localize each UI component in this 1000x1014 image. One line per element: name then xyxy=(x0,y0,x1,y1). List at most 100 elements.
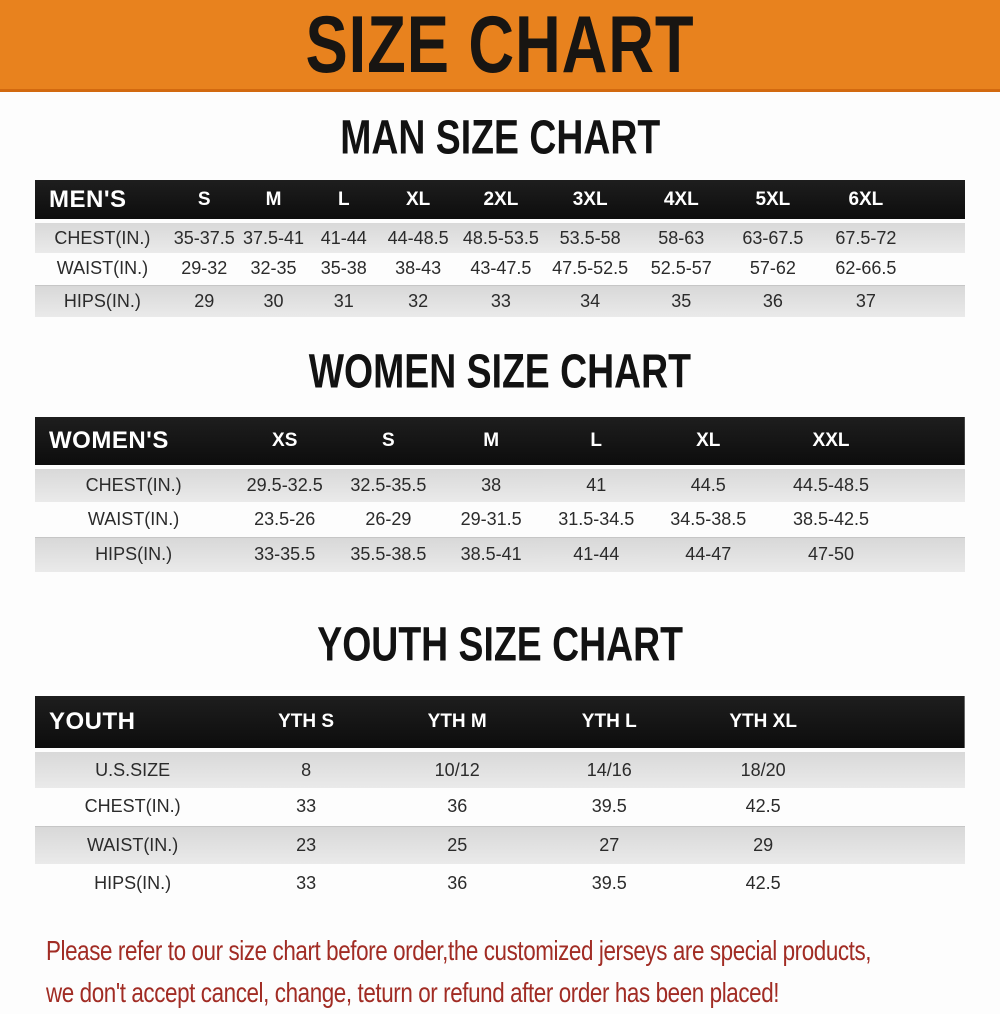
size-value-cell: 29 xyxy=(194,290,215,311)
empty-cell xyxy=(840,826,965,864)
size-column-header: YTH L xyxy=(532,696,686,752)
size-value-cell: 52.5-57 xyxy=(650,258,712,279)
size-value-cell: 42.5 xyxy=(745,872,781,893)
size-column-header: S xyxy=(337,417,440,469)
size-column-header: YTH M xyxy=(381,696,533,752)
empty-cell xyxy=(913,253,965,285)
size-column-header: YTH S xyxy=(230,696,382,752)
row-label-cell: U.S.SIZE xyxy=(95,759,171,780)
women-size-table: WOMEN'S XS S M L XL XXL CHEST(IN.) 29.5-32.5 32.… xyxy=(35,417,965,572)
table-header-row: MEN'S S M L XL 2XL 3XL 4XL 5XL 6XL xyxy=(35,180,965,223)
table-corner-label: MEN'S xyxy=(35,180,170,223)
size-value-cell: 39.5 xyxy=(591,872,627,893)
size-column-header: 5XL xyxy=(726,180,819,223)
size-column-header: 6XL xyxy=(818,180,913,223)
empty-header-cell xyxy=(895,417,965,469)
table-row: CHEST(IN.) 29.5-32.5 32.5-35.5 38 41 44.5 44.5… xyxy=(35,467,965,502)
row-label-cell: HIPS(IN.) xyxy=(94,872,172,893)
size-column-header: L xyxy=(308,180,380,223)
size-value-cell: 30 xyxy=(263,290,284,311)
row-label-cell: WAIST(IN.) xyxy=(56,258,149,279)
size-value-cell: 38.5-42.5 xyxy=(792,508,870,529)
size-column-header: 2XL xyxy=(457,180,545,223)
empty-cell xyxy=(913,285,965,317)
size-value-cell: 48.5-53.5 xyxy=(462,227,539,248)
size-value-cell: 35-38 xyxy=(320,258,367,279)
empty-header-cell xyxy=(912,180,965,223)
men-size-section: MAN SIZE CHART MEN'S S M L XL 2XL 3XL 4XL 5XL 6XL… xyxy=(0,110,1000,317)
empty-cell xyxy=(895,502,965,537)
size-column-header: XL xyxy=(379,180,458,223)
table-corner-label: WOMEN'S xyxy=(35,417,233,469)
size-value-cell: 38-43 xyxy=(395,258,442,279)
size-value-cell: 44.5-48.5 xyxy=(792,475,870,495)
size-value-cell: 36 xyxy=(447,796,468,817)
empty-cell xyxy=(840,750,965,788)
size-column-header: L xyxy=(542,417,650,469)
size-value-cell: 29 xyxy=(753,834,774,855)
size-value-cell: 36 xyxy=(762,290,783,311)
table-row: WAIST(IN.) 23.5-26 26-29 29-31.5 31.5-34.5 34… xyxy=(35,502,965,537)
size-value-cell: 31 xyxy=(333,290,354,311)
size-value-cell: 44-48.5 xyxy=(387,227,449,248)
size-value-cell: 38 xyxy=(481,475,502,495)
youth-section-heading-text: YOUTH SIZE CHART xyxy=(317,617,683,672)
size-value-cell: 47.5-52.5 xyxy=(552,258,629,279)
size-value-cell: 63-67.5 xyxy=(742,227,804,248)
size-column-header: XS xyxy=(232,417,338,469)
table-row: WAIST(IN.) 29-32 32-35 35-38 38-43 43-47.5 47.… xyxy=(35,253,965,285)
table-row: HIPS(IN.) 29 30 31 32 33 34 35 36 37 xyxy=(35,285,965,317)
size-value-cell: 41 xyxy=(586,475,607,495)
size-value-cell: 47-50 xyxy=(808,544,855,565)
size-value-cell: 23 xyxy=(296,834,317,855)
size-column-header: YTH XL xyxy=(685,696,841,752)
table-corner-label: YOUTH xyxy=(35,696,231,752)
size-value-cell: 29.5-32.5 xyxy=(246,475,323,495)
size-value-cell: 36 xyxy=(447,872,468,893)
size-value-cell: 33 xyxy=(490,290,511,311)
size-value-cell: 10/12 xyxy=(434,759,480,780)
row-label-cell: HIPS(IN.) xyxy=(63,290,141,311)
size-value-cell: 23.5-26 xyxy=(254,508,316,529)
table-row: CHEST(IN.) 33 36 39.5 42.5 xyxy=(35,788,965,826)
size-chart-title: SIZE CHART xyxy=(305,0,695,90)
size-value-cell: 29-31.5 xyxy=(460,508,522,529)
row-label-cell: HIPS(IN.) xyxy=(95,544,173,565)
size-column-header: 4XL xyxy=(635,180,727,223)
empty-cell xyxy=(895,537,965,572)
empty-cell xyxy=(840,788,965,826)
size-value-cell: 35 xyxy=(671,290,692,311)
size-column-header: M xyxy=(238,180,309,223)
size-value-cell: 33-35.5 xyxy=(254,544,316,565)
size-value-cell: 26-29 xyxy=(365,508,412,529)
men-section-heading-text: MAN SIZE CHART xyxy=(340,110,660,165)
women-section-heading-text: WOMEN SIZE CHART xyxy=(308,344,692,399)
row-label-cell: WAIST(IN.) xyxy=(86,834,179,855)
size-chart-banner: SIZE CHART xyxy=(0,0,1000,92)
size-value-cell: 67.5-72 xyxy=(835,227,897,248)
size-column-header: M xyxy=(439,417,543,469)
empty-cell xyxy=(840,864,965,902)
size-value-cell: 41-44 xyxy=(320,227,367,248)
empty-cell xyxy=(895,467,965,502)
empty-header-cell xyxy=(840,696,965,752)
table-header-row: YOUTH YTH S YTH M YTH L YTH XL xyxy=(35,696,965,752)
size-value-cell: 32-35 xyxy=(250,258,297,279)
size-value-cell: 62-66.5 xyxy=(835,258,897,279)
table-row: WAIST(IN.) 23 25 27 29 xyxy=(35,826,965,864)
women-section-heading: WOMEN SIZE CHART xyxy=(0,344,1000,399)
row-label-cell: CHEST(IN.) xyxy=(84,796,181,817)
size-value-cell: 27 xyxy=(599,834,620,855)
size-value-cell: 42.5 xyxy=(745,796,781,817)
row-label-cell: CHEST(IN.) xyxy=(85,475,182,495)
size-value-cell: 44.5 xyxy=(690,475,726,495)
men-section-heading: MAN SIZE CHART xyxy=(0,110,1000,165)
youth-size-section: YOUTH SIZE CHART YOUTH YTH S YTH M YTH L YTH… xyxy=(0,617,1000,902)
size-value-cell: 37.5-41 xyxy=(243,227,305,248)
size-value-cell: 29-32 xyxy=(181,258,228,279)
row-label-cell: WAIST(IN.) xyxy=(87,508,180,529)
table-row: U.S.SIZE 8 10/12 14/16 18/20 xyxy=(35,750,965,788)
size-value-cell: 53.5-58 xyxy=(559,227,621,248)
table-row: HIPS(IN.) 33-35.5 35.5-38.5 38.5-41 41-44 44-… xyxy=(35,537,965,572)
size-value-cell: 37 xyxy=(855,290,876,311)
